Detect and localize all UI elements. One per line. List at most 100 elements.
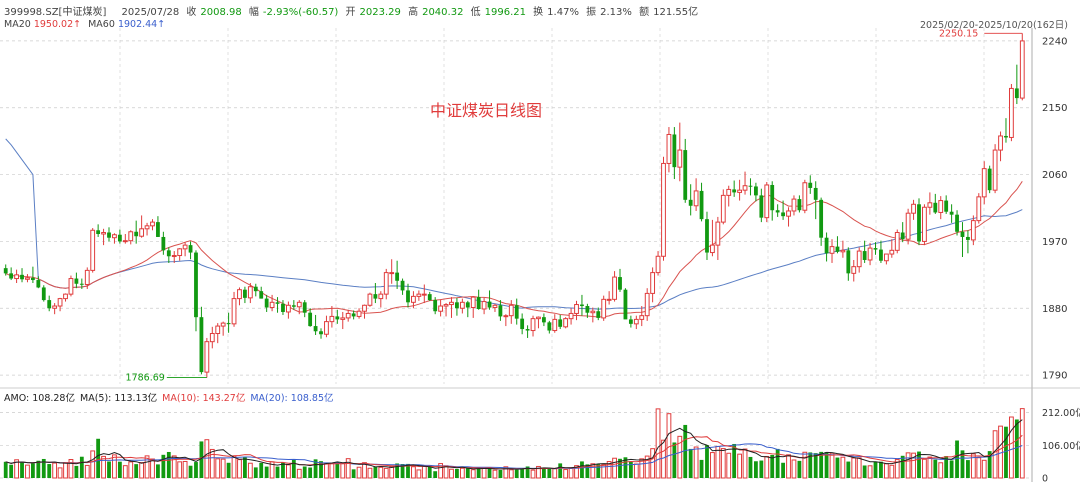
- volume-bar: [128, 461, 134, 479]
- candle-body: [302, 302, 307, 313]
- candle-body: [829, 246, 835, 254]
- volume-bar: [313, 459, 318, 478]
- volume-bar: [846, 461, 851, 478]
- ma60-value: 1902.44↑: [117, 19, 166, 30]
- candle-body: [459, 301, 465, 309]
- candle-body: [677, 149, 683, 168]
- volume-bar: [498, 469, 503, 478]
- volume-bar: [966, 460, 970, 478]
- candle-body: [900, 232, 905, 240]
- volume-bar: [90, 450, 96, 479]
- volume-ma20-line: [5, 443, 1023, 470]
- ma60-label: MA60: [88, 19, 115, 30]
- candle-body: [406, 290, 410, 303]
- chart-title: 中证煤炭日线图: [430, 101, 543, 120]
- candle-body: [383, 272, 389, 295]
- candle-body: [938, 200, 944, 213]
- volume-bar: [188, 465, 193, 478]
- volume-bar: [824, 452, 829, 478]
- volume-bar: [416, 469, 422, 479]
- volume-bar: [905, 452, 911, 479]
- volume-bar: [552, 468, 558, 479]
- candle-body: [797, 199, 802, 211]
- candle-body: [781, 212, 785, 217]
- candle-body: [976, 196, 982, 222]
- candle-body: [688, 199, 693, 206]
- volume-bar: [922, 458, 927, 479]
- candle-body: [47, 300, 52, 309]
- high-low-annotations: 2250.15 1786.69: [126, 28, 1023, 384]
- volume-bar: [455, 468, 459, 478]
- candle-body: [492, 304, 498, 309]
- volume-bar: [139, 462, 145, 479]
- volume-bar: [275, 466, 280, 478]
- candle-body: [862, 251, 867, 260]
- candle-body: [824, 237, 829, 254]
- change-label: 幅: [248, 7, 259, 18]
- candle-body: [612, 276, 617, 300]
- candle-body: [400, 280, 405, 291]
- candle-body: [269, 301, 275, 309]
- volume-bar: [122, 465, 128, 479]
- volume-bar: [1004, 426, 1008, 478]
- vol-ma5-value: MA(5): 113.13亿: [80, 393, 158, 404]
- price-tick-label: 1970: [1042, 237, 1067, 248]
- volume-bar: [536, 465, 541, 479]
- candle-body: [9, 273, 14, 279]
- candle-body: [411, 295, 416, 303]
- candle-body: [770, 184, 775, 211]
- volume-legend: AMO: 108.28亿 MA(5): 113.13亿 MA(10): 143.…: [4, 390, 334, 404]
- candle-body: [90, 229, 96, 271]
- candle-body: [955, 214, 959, 232]
- candle-body: [156, 222, 160, 237]
- candle-body: [101, 232, 106, 235]
- candle-body: [536, 316, 541, 320]
- candle-body: [508, 304, 514, 317]
- volume-bar: [117, 461, 122, 478]
- candle-body: [63, 293, 68, 300]
- candle-body: [166, 250, 171, 257]
- volume-bar: [209, 448, 215, 479]
- volume-bar: [215, 458, 221, 479]
- candle-body: [720, 194, 726, 223]
- volume-bar: [927, 456, 933, 479]
- candle-body: [220, 322, 226, 327]
- candle-body: [949, 211, 954, 215]
- volume-ma5-line: [5, 419, 1023, 470]
- volume-bar: [764, 455, 770, 479]
- volume-bar: [514, 469, 519, 478]
- candle-body: [253, 286, 258, 292]
- volume-bar: [243, 457, 247, 478]
- vol-ma10-value: MA(10): 143.27亿: [162, 393, 246, 404]
- candle-body: [433, 300, 438, 312]
- candle-body: [281, 303, 285, 312]
- candle-body: [204, 341, 210, 373]
- volume-bar: [438, 463, 444, 479]
- quote-date: 2025/07/28: [121, 7, 180, 18]
- volume-tick-label: 0: [1042, 474, 1048, 484]
- price-tick-label: 2240: [1042, 36, 1067, 47]
- volume-bar: [476, 468, 481, 478]
- volume-bar: [259, 462, 264, 478]
- candle-body: [672, 134, 677, 168]
- volume-bar: [144, 455, 150, 479]
- volume-bar: [421, 465, 427, 479]
- candle-body: [416, 293, 422, 297]
- volume-bar: [633, 463, 639, 479]
- volume-bar: [781, 462, 785, 478]
- volume-bar: [917, 451, 921, 478]
- candle-body: [520, 318, 525, 330]
- volume-bar: [644, 455, 650, 479]
- volume-bar: [606, 461, 612, 479]
- candle-body: [927, 202, 933, 208]
- volume-bar: [970, 453, 976, 479]
- candle-body: [808, 182, 813, 188]
- volume-bar: [264, 466, 269, 478]
- volume-bar: [101, 455, 106, 479]
- volume-bar: [802, 451, 808, 479]
- volume-bar: [976, 457, 982, 479]
- volume-bar: [819, 451, 824, 478]
- ma20-label: MA20: [4, 19, 31, 30]
- volume-bar: [699, 459, 704, 478]
- candle-body: [867, 247, 873, 261]
